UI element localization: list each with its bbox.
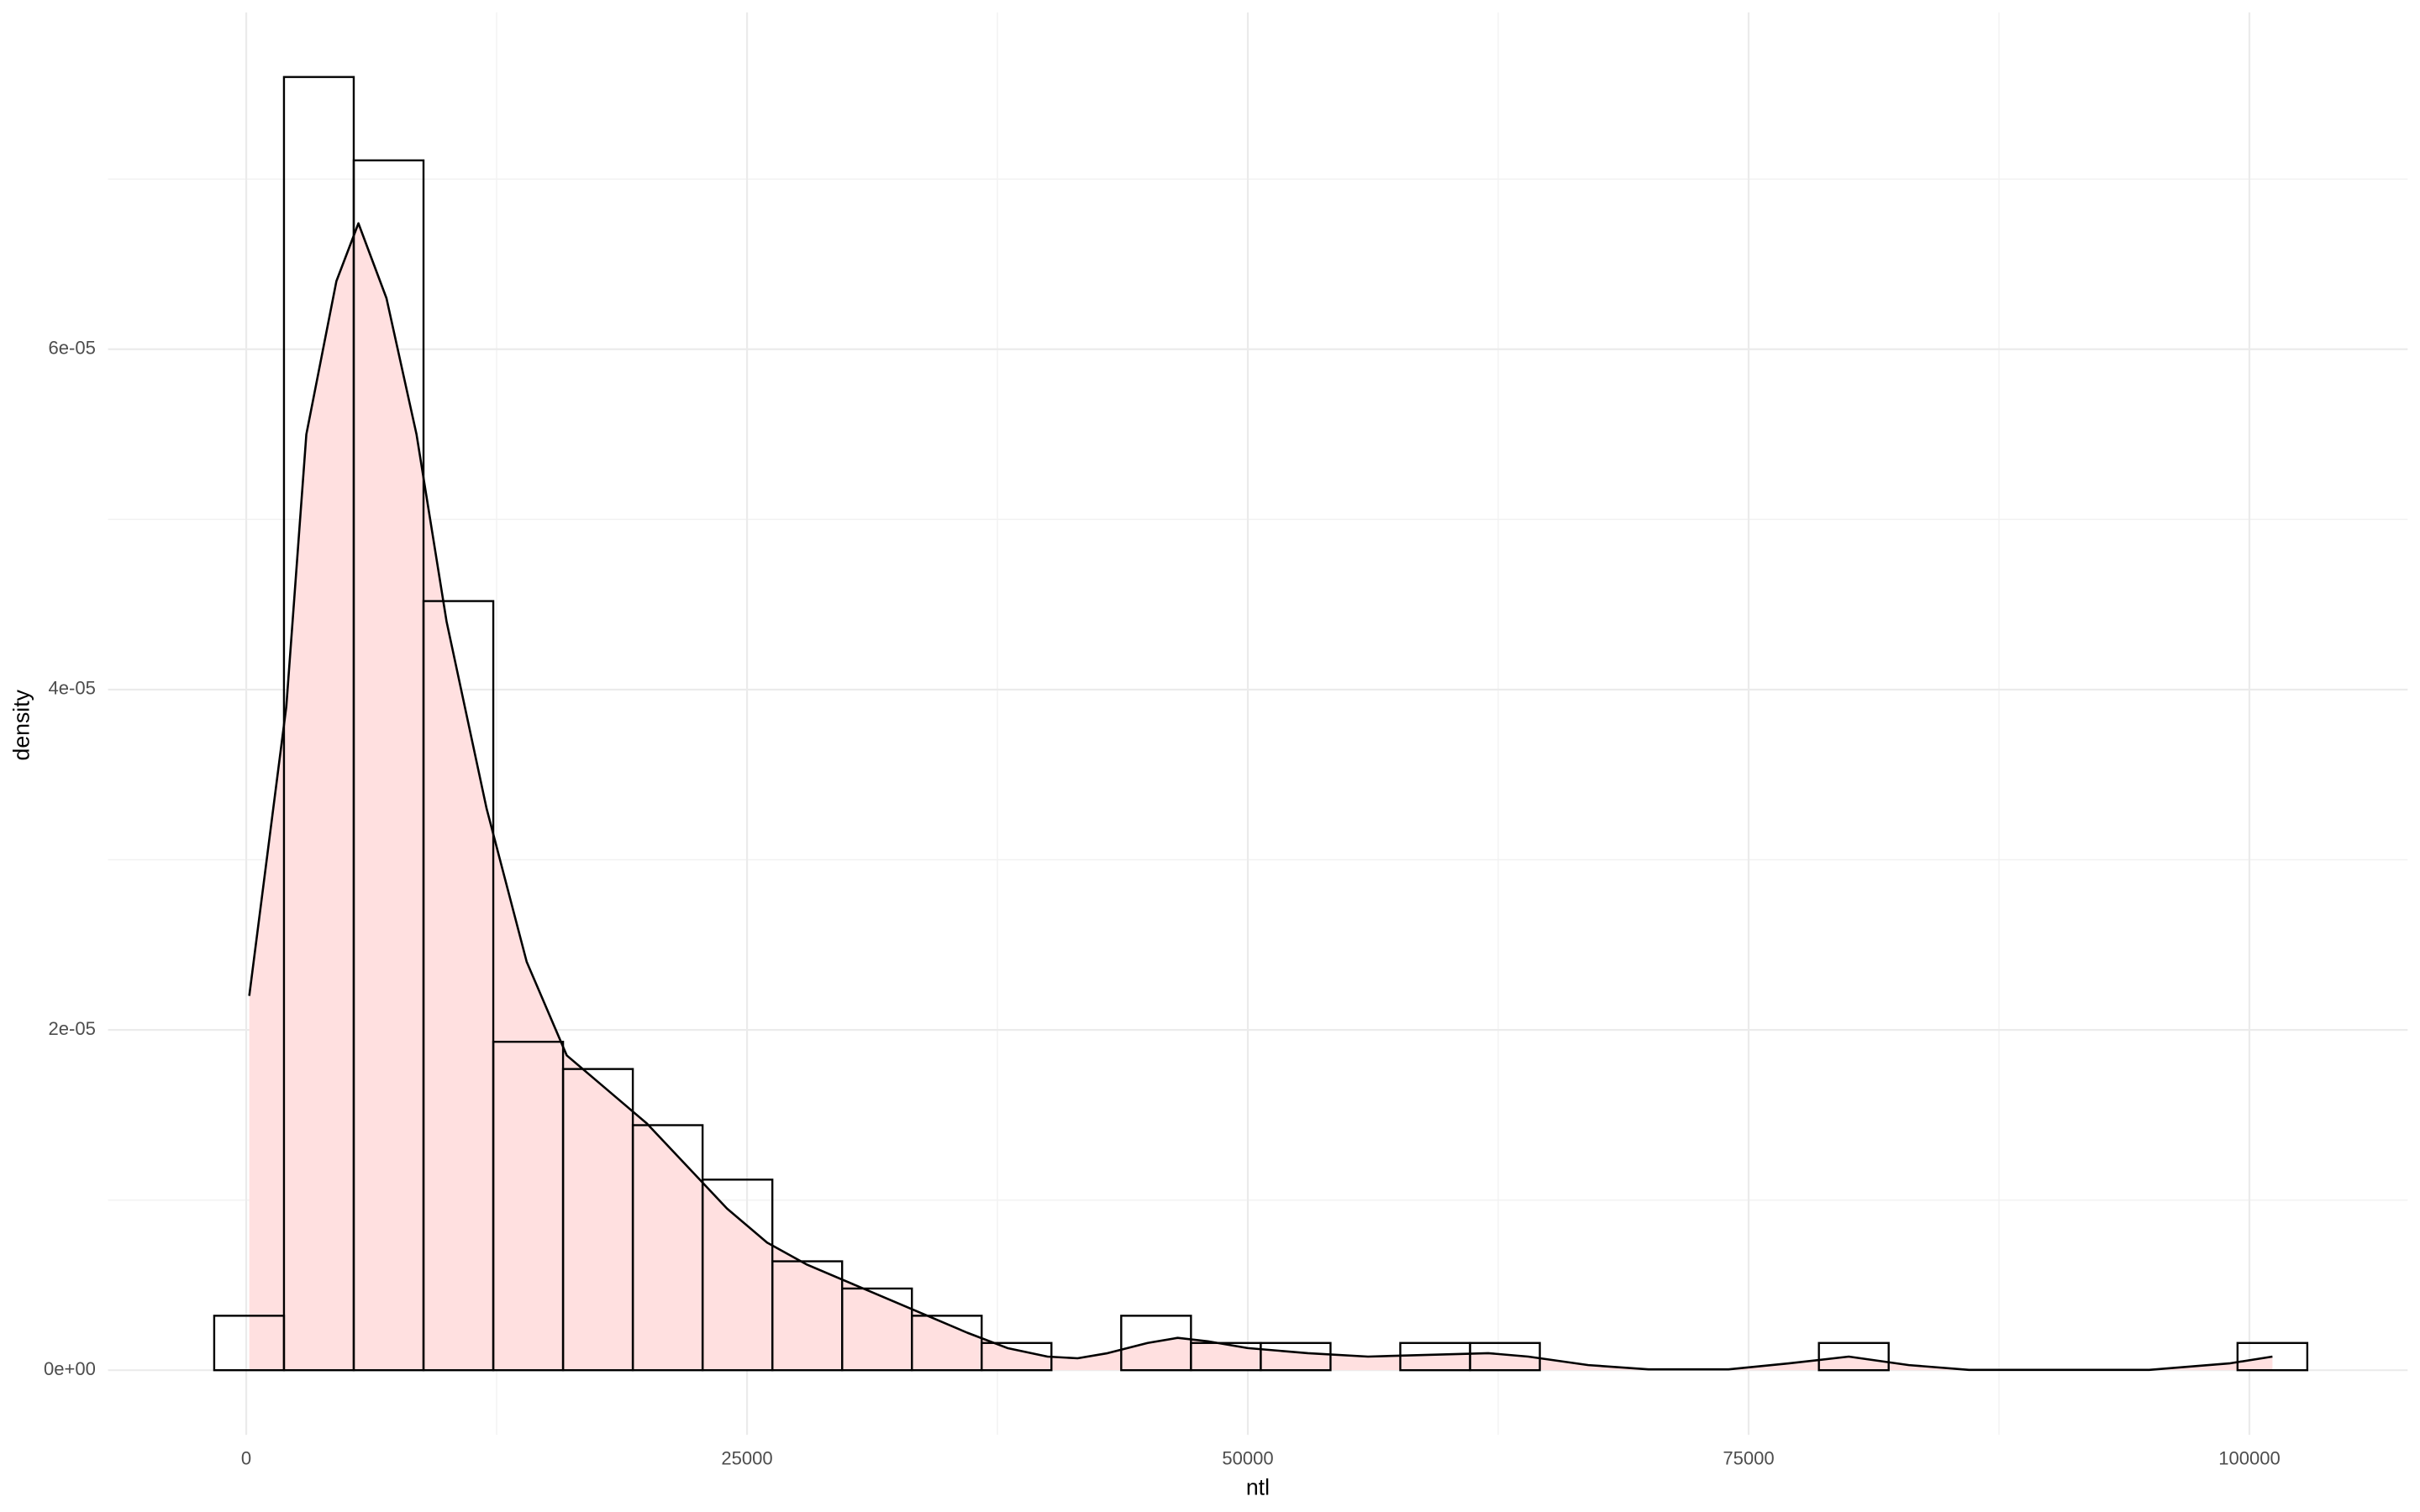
- x-tick-label: 25000: [721, 1447, 772, 1468]
- x-tick-label: 50000: [1222, 1447, 1273, 1468]
- y-tick-label: 2e-05: [49, 1018, 96, 1039]
- x-tick-label: 75000: [1723, 1447, 1774, 1468]
- y-tick-label: 0e+00: [44, 1358, 96, 1379]
- bar: [1818, 1341, 1890, 1372]
- y-axis-label: density: [9, 689, 34, 760]
- x-axis-label: ntl: [1246, 1474, 1270, 1499]
- bar: [1260, 1341, 1332, 1372]
- y-tick-label: 6e-05: [49, 338, 96, 359]
- bar: [2236, 1341, 2309, 1372]
- bar: [1469, 1341, 1541, 1372]
- density-area: [249, 223, 2273, 1371]
- bar: [422, 600, 495, 1372]
- x-tick-label: 0: [241, 1447, 251, 1468]
- x-tick-label: 100000: [2218, 1447, 2281, 1468]
- y-tick-label: 4e-05: [49, 678, 96, 699]
- density-line: [248, 222, 2273, 1372]
